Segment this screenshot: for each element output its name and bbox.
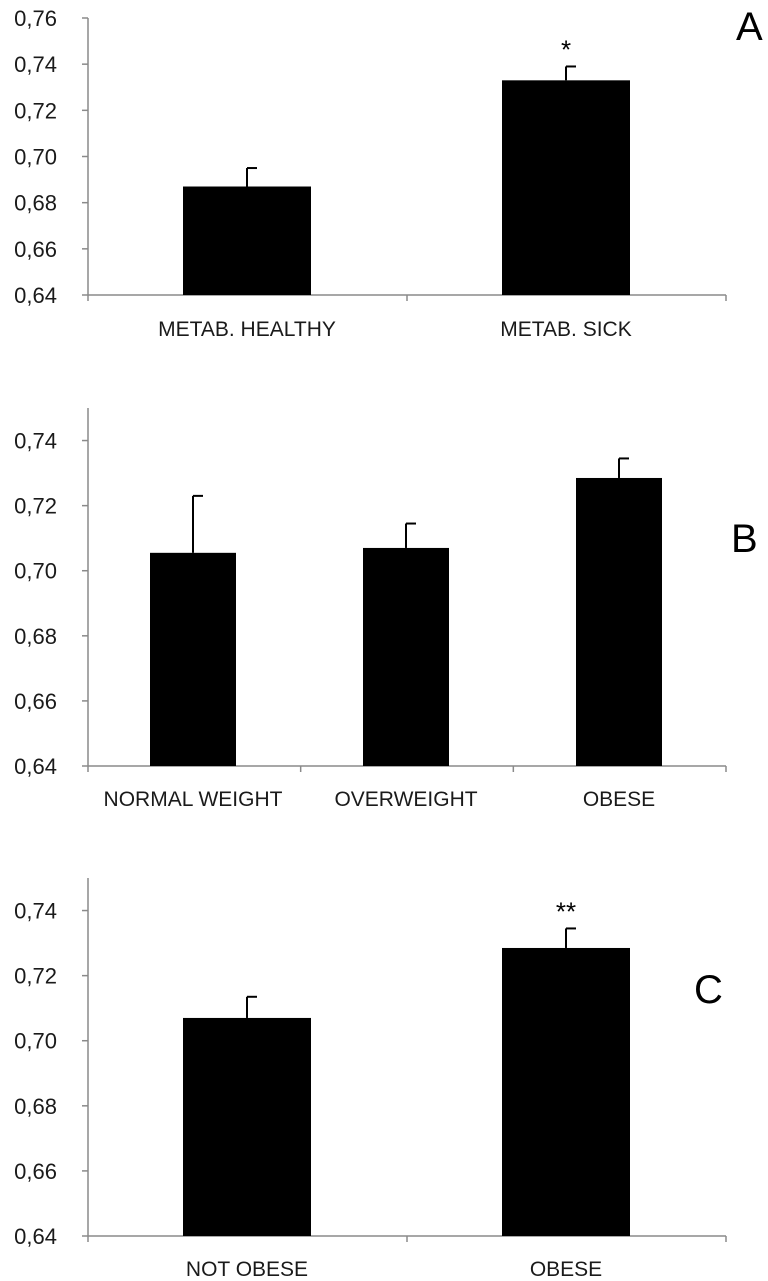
panel-c-x-ticks: NOT OBESE OBESE	[87, 1236, 727, 1281]
panel-b-category-label: OBESE	[583, 788, 655, 811]
panel-a-y-tick-label: 0,72	[14, 98, 57, 123]
panel-c-bar	[502, 947, 630, 1236]
panel-c-bars: **	[183, 896, 630, 1236]
panel-a-category-label: METAB. SICK	[500, 318, 631, 341]
panel-b-bar	[576, 477, 662, 766]
panel-c-y-ticks: 0,64 0,66 0,68 0,70 0,72 0,74	[14, 899, 88, 1249]
panel-b-y-tick-label: 0,72	[14, 494, 57, 519]
panel-a-category-label: METAB. HEALTHY	[158, 318, 336, 341]
panel-c-category-label: OBESE	[530, 1258, 602, 1281]
panel-b-bar	[150, 552, 236, 766]
panel-a: 0,64 0,66 0,68 0,70 0,72 0,74 0,76 METAB. HEAL…	[14, 5, 763, 341]
panel-a-bar	[502, 80, 630, 295]
panel-b-y-tick-label: 0,74	[14, 429, 57, 454]
panel-b-y-tick-label: 0,66	[14, 689, 57, 714]
panel-b-category-label: OVERWEIGHT	[334, 788, 477, 811]
panel-a-bar	[183, 186, 311, 295]
panel-b-y-tick-label: 0,70	[14, 559, 57, 584]
panel-a-bars: *	[183, 34, 630, 295]
panel-b: 0,64 0,66 0,68 0,70 0,72 0,74 NORMAL WEIGHT OV…	[14, 408, 758, 811]
panel-a-y-tick-label: 0,76	[14, 6, 57, 31]
panel-c-y-tick-label: 0,74	[14, 899, 57, 924]
panel-b-category-label: NORMAL WEIGHT	[104, 788, 283, 811]
panel-a-y-tick-label: 0,64	[14, 283, 57, 308]
panel-c-significance-marker: **	[556, 896, 576, 926]
panel-b-bars	[150, 457, 662, 766]
panel-c-letter: C	[694, 968, 723, 1012]
panel-a-significance-marker: *	[561, 34, 571, 64]
panel-a-x-ticks: METAB. HEALTHY METAB. SICK	[87, 295, 727, 341]
panel-b-x-ticks: NORMAL WEIGHT OVERWEIGHT OBESE	[87, 766, 727, 811]
panel-b-y-tick-label: 0,68	[14, 624, 57, 649]
panel-c-y-tick-label: 0,68	[14, 1094, 57, 1119]
panel-c-category-label: NOT OBESE	[186, 1258, 308, 1281]
panel-b-y-tick-label: 0,64	[14, 754, 57, 779]
panel-c: 0,640,660,680,700,720,74 NOT OBESE OBESE …	[14, 878, 727, 1281]
panel-c-bar	[183, 1017, 311, 1236]
panel-a-y-tick-label: 0,74	[14, 52, 57, 77]
panel-c-y-tick-label: 0,70	[14, 1029, 57, 1054]
panel-c-y-tick-label: 0,72	[14, 964, 57, 989]
panel-c-y-tick-label: 0,64	[14, 1224, 57, 1249]
panel-b-y-ticks: 0,64 0,66 0,68 0,70 0,72 0,74	[14, 429, 88, 779]
panel-a-y-tick-label: 0,66	[14, 237, 57, 262]
panel-b-bar	[363, 547, 449, 766]
panel-a-y-ticks: 0,64 0,66 0,68 0,70 0,72 0,74 0,76	[14, 6, 88, 308]
panel-b-letter: B	[731, 517, 758, 561]
panel-a-y-tick-label: 0,70	[14, 145, 57, 170]
panel-c-y-tick-label: 0,66	[14, 1159, 57, 1184]
panel-a-letter: A	[736, 5, 763, 49]
panel-a-y-tick-label: 0,68	[14, 191, 57, 216]
